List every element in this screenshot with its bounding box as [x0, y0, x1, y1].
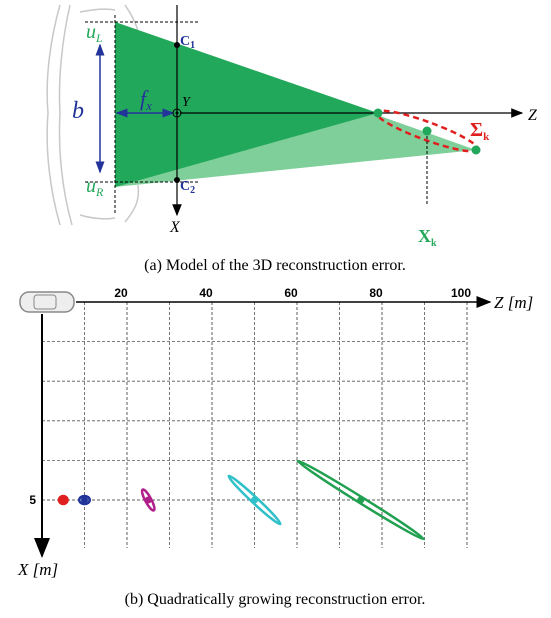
caption-a: (a) Model of the 3D reconstruction error…: [144, 257, 406, 274]
x-tick-label: 100: [451, 286, 471, 300]
y-tick-label: 5: [29, 493, 36, 507]
x-tick-label: 40: [199, 286, 213, 300]
z-axis-label: Z [m]: [494, 293, 533, 312]
x-tick-label: 60: [284, 286, 298, 300]
x-axis-label: X [m]: [17, 560, 58, 579]
x-tick-label: 20: [114, 286, 128, 300]
caption-b: (b) Quadratically growing reconstruction…: [125, 591, 426, 608]
u-right: uR: [86, 175, 104, 199]
point: [374, 109, 383, 118]
c1-label: C1: [180, 34, 195, 51]
baseline-label: b: [72, 98, 84, 124]
point: [60, 497, 67, 504]
u-left: uL: [86, 21, 103, 45]
plot: 20 40 60 80 100 5 Z [m] X [m]: [17, 286, 533, 579]
sigma-label: Σk: [470, 119, 490, 143]
point: [251, 497, 258, 504]
x-label: X: [169, 219, 181, 236]
point: [472, 146, 481, 155]
point: [423, 127, 432, 136]
point-label: Xk: [418, 226, 437, 249]
x-tick-label: 80: [369, 286, 383, 300]
point: [145, 497, 152, 504]
figure: uL uR b fx C1 C2 Y Z X Σk Xk (a) Model o…: [0, 0, 551, 618]
origin: [176, 112, 179, 115]
point: [357, 497, 364, 504]
point: [81, 497, 88, 504]
z-label: Z: [528, 107, 538, 124]
